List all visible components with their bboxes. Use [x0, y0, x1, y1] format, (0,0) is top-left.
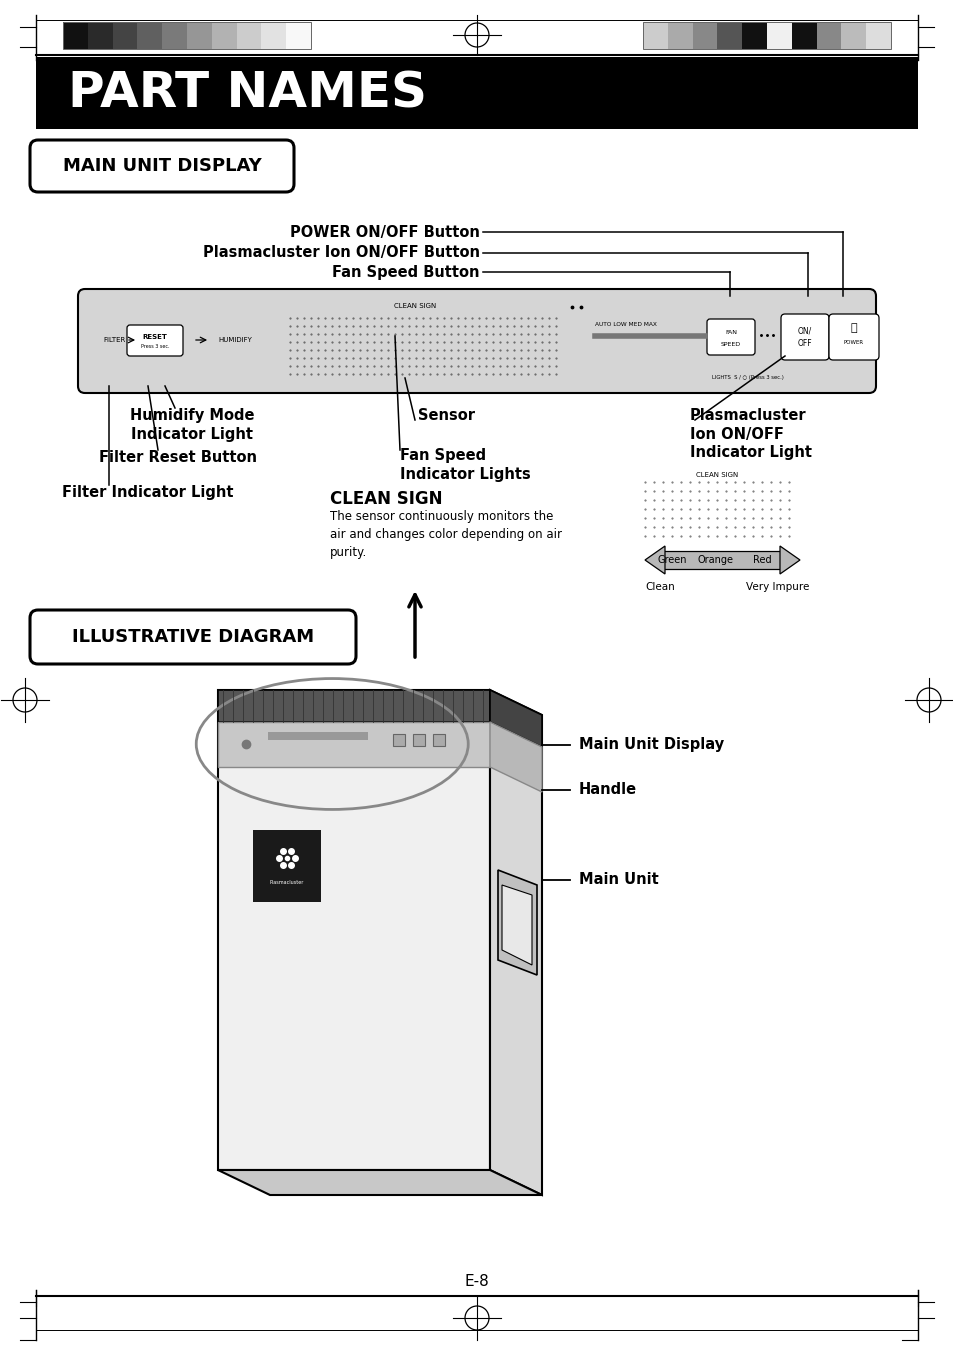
Text: Main Unit: Main Unit: [578, 873, 659, 888]
Bar: [218, 690, 490, 1170]
Text: Orange: Orange: [698, 555, 733, 565]
Bar: [268, 732, 368, 740]
Bar: [662, 551, 781, 569]
Bar: [642, 22, 667, 49]
Text: CLEAN SIGN: CLEAN SIGN: [394, 303, 436, 309]
Bar: [36, 57, 917, 128]
Text: POWER: POWER: [843, 340, 863, 346]
Text: RESET: RESET: [142, 334, 168, 340]
Text: Clean: Clean: [644, 582, 674, 592]
Text: Plasmacluster
Ion ON/OFF
Indicator Light: Plasmacluster Ion ON/OFF Indicator Light: [689, 408, 811, 461]
Text: FAN: FAN: [724, 330, 737, 335]
Bar: [766, 22, 791, 49]
Bar: [187, 22, 212, 49]
Text: ⏻: ⏻: [850, 323, 857, 332]
Bar: [286, 22, 311, 49]
Text: CLEAN SIGN: CLEAN SIGN: [695, 471, 738, 478]
Text: POWER ON/OFF Button: POWER ON/OFF Button: [290, 224, 479, 239]
Text: ON/: ON/: [797, 327, 811, 335]
Text: CLEAN SIGN: CLEAN SIGN: [330, 490, 442, 508]
Bar: [137, 22, 162, 49]
Bar: [717, 22, 741, 49]
Polygon shape: [490, 721, 541, 792]
Bar: [88, 22, 112, 49]
FancyBboxPatch shape: [828, 313, 878, 359]
Bar: [63, 22, 88, 49]
Text: PART NAMES: PART NAMES: [68, 69, 427, 118]
Bar: [741, 22, 766, 49]
Text: Press 3 sec.: Press 3 sec.: [141, 345, 169, 350]
Bar: [865, 22, 890, 49]
Bar: [667, 22, 692, 49]
Text: Handle: Handle: [578, 782, 637, 797]
Polygon shape: [497, 870, 537, 975]
Bar: [253, 830, 320, 902]
Text: Fan Speed
Indicator Lights: Fan Speed Indicator Lights: [399, 449, 530, 481]
Bar: [212, 22, 236, 49]
Bar: [791, 22, 816, 49]
FancyBboxPatch shape: [127, 326, 183, 357]
Bar: [112, 22, 137, 49]
Text: FILTER: FILTER: [103, 336, 125, 343]
Text: Very Impure: Very Impure: [745, 582, 809, 592]
Polygon shape: [780, 546, 800, 574]
Text: OFF: OFF: [797, 339, 811, 349]
Polygon shape: [490, 690, 541, 1196]
FancyBboxPatch shape: [78, 289, 875, 393]
Bar: [816, 22, 841, 49]
Polygon shape: [644, 546, 664, 574]
Text: Filter Reset Button: Filter Reset Button: [99, 450, 256, 465]
Text: Sensor: Sensor: [417, 408, 475, 423]
Bar: [63, 22, 311, 49]
Polygon shape: [490, 690, 541, 747]
Text: Filter Indicator Light: Filter Indicator Light: [62, 485, 233, 500]
Text: The sensor continuously monitors the
air and changes color depending on air
puri: The sensor continuously monitors the air…: [330, 509, 561, 559]
Bar: [218, 690, 490, 721]
Text: Main Unit Display: Main Unit Display: [578, 738, 723, 753]
Polygon shape: [218, 1170, 541, 1196]
Bar: [393, 734, 405, 746]
Bar: [692, 22, 717, 49]
Text: Red: Red: [752, 555, 771, 565]
Polygon shape: [501, 885, 532, 965]
Bar: [642, 22, 890, 49]
Text: Plasmacluster Ion ON/OFF Button: Plasmacluster Ion ON/OFF Button: [203, 246, 479, 261]
Text: HUMIDIFY: HUMIDIFY: [218, 336, 252, 343]
Text: SPEED: SPEED: [720, 342, 740, 346]
FancyBboxPatch shape: [706, 319, 754, 355]
Text: Fan Speed Button: Fan Speed Button: [333, 265, 479, 280]
Bar: [413, 734, 424, 746]
Text: Humidify Mode
Indicator Light: Humidify Mode Indicator Light: [130, 408, 254, 442]
Bar: [841, 22, 865, 49]
Text: AUTO LOW MED MAX: AUTO LOW MED MAX: [595, 322, 657, 327]
FancyBboxPatch shape: [30, 141, 294, 192]
Text: LIGHTS  S / ○ (Press 3 sec.): LIGHTS S / ○ (Press 3 sec.): [711, 376, 783, 381]
Bar: [162, 22, 187, 49]
Bar: [236, 22, 261, 49]
Bar: [433, 734, 444, 746]
FancyBboxPatch shape: [781, 313, 828, 359]
Text: Green: Green: [657, 555, 686, 565]
FancyBboxPatch shape: [30, 611, 355, 663]
Text: E-8: E-8: [464, 1274, 489, 1289]
Text: Plasmacluster: Plasmacluster: [270, 880, 304, 885]
Bar: [261, 22, 286, 49]
Text: MAIN UNIT DISPLAY: MAIN UNIT DISPLAY: [63, 157, 261, 176]
Text: ILLUSTRATIVE DIAGRAM: ILLUSTRATIVE DIAGRAM: [71, 628, 314, 646]
Bar: [218, 721, 490, 767]
